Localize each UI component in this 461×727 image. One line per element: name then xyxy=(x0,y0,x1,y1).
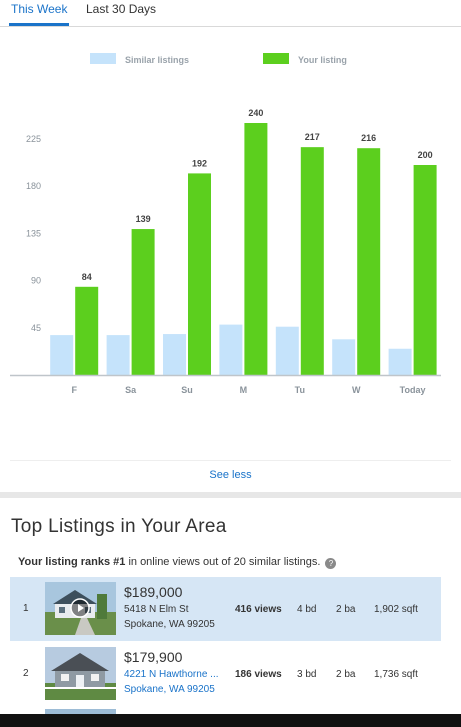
x-tick-label: Su xyxy=(181,385,193,395)
your-listing-bar xyxy=(188,173,211,375)
listing-street-link[interactable]: 4221 N Hawthorne ... xyxy=(124,669,219,680)
house-photo-icon xyxy=(45,647,116,700)
data-label: 217 xyxy=(305,132,320,142)
top-listings-title: Top Listings in Your Area xyxy=(11,516,227,537)
x-tick-label: Tu xyxy=(295,385,305,395)
listing-views: 186 views xyxy=(235,669,282,680)
period-tabs: This Week Last 30 Days xyxy=(0,0,461,27)
listing-baths: 2 ba xyxy=(336,604,356,615)
listing-rank: 1 xyxy=(23,603,29,614)
listing-street: 5418 N Elm St xyxy=(124,604,189,615)
rank-summary-text: in online views out of 20 similar listin… xyxy=(125,556,321,568)
listing-row[interactable]: 2 $179,900 4221 N Hawthorne ... Spokane,… xyxy=(10,642,441,706)
x-tick-label: M xyxy=(240,385,248,395)
tab-this-week[interactable]: This Week xyxy=(8,2,70,26)
listing-rank: 2 xyxy=(23,668,29,679)
listing-views: 416 views xyxy=(235,604,282,615)
see-less-area: See less xyxy=(10,460,451,493)
data-label: 216 xyxy=(361,133,376,143)
help-icon[interactable]: ? xyxy=(325,558,337,569)
data-label: 192 xyxy=(192,158,207,168)
legend-swatch xyxy=(90,53,116,64)
similar-listings-bar xyxy=(50,335,74,375)
similar-listings-bar xyxy=(388,348,412,375)
listing-price: $179,900 xyxy=(124,649,183,665)
views-bar-chart: Similar listings Your listing 45 90 135 180 22… xyxy=(10,53,441,395)
data-label: 139 xyxy=(136,214,151,224)
listing-beds: 4 bd xyxy=(297,604,317,615)
your-listing-bar xyxy=(413,165,437,375)
listing-city: Spokane, WA 99205 xyxy=(124,619,215,630)
x-tick-label: Today xyxy=(400,385,426,395)
listing-city-link[interactable]: Spokane, WA 99205 xyxy=(124,684,215,695)
x-tick-label: F xyxy=(71,385,77,395)
bottom-bar xyxy=(0,714,461,727)
legend-label: Similar listings xyxy=(125,55,189,65)
listing-price: $189,000 xyxy=(124,584,183,600)
your-listing-bar xyxy=(131,229,155,375)
similar-listings-bar xyxy=(275,326,299,375)
x-tick-label: Sa xyxy=(125,385,137,395)
x-tick-label: W xyxy=(352,385,361,395)
legend-label: Your listing xyxy=(298,55,347,65)
listing-sqft: 1,736 sqft xyxy=(374,669,418,680)
your-listing-bar xyxy=(357,148,381,375)
y-tick-label: 90 xyxy=(31,276,41,286)
y-tick-label: 180 xyxy=(26,181,41,191)
your-listing-bar xyxy=(244,123,268,375)
listing-sqft: 1,902 sqft xyxy=(374,604,418,615)
data-label: 84 xyxy=(82,272,92,282)
listing-photo[interactable] xyxy=(45,582,116,635)
similar-listings-bar xyxy=(106,335,130,375)
similar-listings-bar xyxy=(219,324,243,375)
tab-last-30-days[interactable]: Last 30 Days xyxy=(86,2,157,16)
views-chart: Similar listings Your listing 45 90 135 180 22… xyxy=(0,40,461,410)
section-divider xyxy=(0,492,461,498)
y-tick-label: 225 xyxy=(26,134,41,144)
listing-row[interactable]: 1 $189,000 5418 N Elm St Spokane, WA 992… xyxy=(10,577,441,641)
data-label: 240 xyxy=(248,108,263,118)
similar-listings-bar xyxy=(332,339,356,375)
rank-summary: Your listing ranks #1 in online views ou… xyxy=(18,556,337,569)
y-tick-label: 45 xyxy=(31,323,41,333)
listing-photo-partial xyxy=(45,709,116,715)
y-tick-label: 135 xyxy=(26,228,41,238)
listing-photo[interactable] xyxy=(45,647,116,700)
your-listing-bar xyxy=(300,147,324,375)
video-play-icon[interactable] xyxy=(70,598,90,618)
legend-swatch xyxy=(263,53,289,64)
listing-beds: 3 bd xyxy=(297,669,317,680)
your-listing-bar xyxy=(75,286,99,375)
rank-summary-bold: Your listing ranks #1 xyxy=(18,556,126,568)
listing-baths: 2 ba xyxy=(336,669,356,680)
data-label: 200 xyxy=(418,150,433,160)
see-less-link[interactable]: See less xyxy=(209,469,252,481)
similar-listings-bar xyxy=(163,334,186,375)
